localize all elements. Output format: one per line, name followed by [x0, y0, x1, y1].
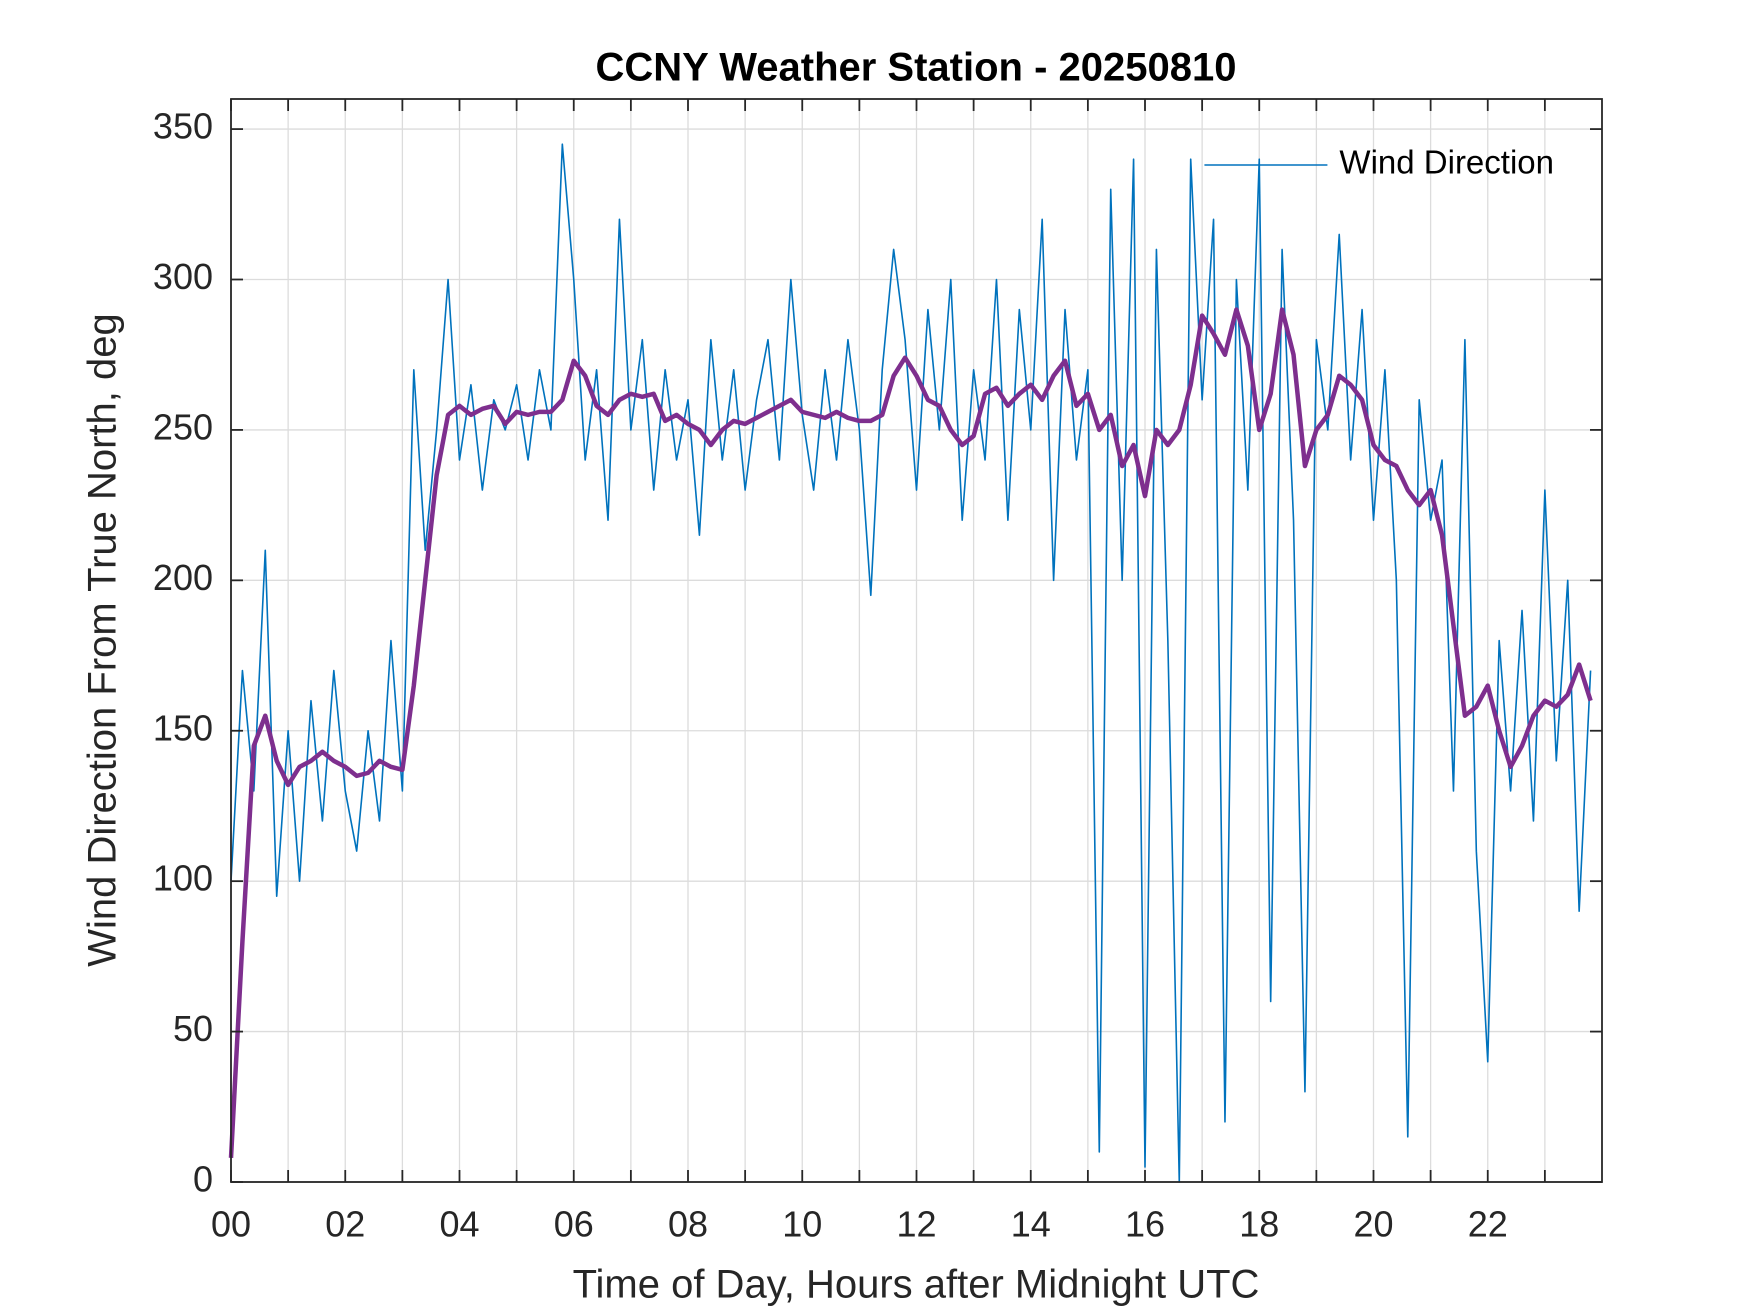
chart-title: CCNY Weather Station - 20250810 — [596, 46, 1237, 90]
x-tick-label: 14 — [1011, 1204, 1051, 1245]
y-tick-label: 0 — [193, 1159, 213, 1200]
x-tick-label: 02 — [325, 1204, 365, 1245]
y-axis-label: Wind Direction From True North, deg — [81, 313, 125, 967]
x-tick-label: 16 — [1125, 1204, 1165, 1245]
y-tick-label: 100 — [153, 858, 213, 899]
x-tick-label: 12 — [896, 1204, 936, 1245]
legend: Wind Direction — [1204, 144, 1554, 181]
y-tick-label: 200 — [153, 557, 213, 598]
x-tick-label: 20 — [1353, 1204, 1393, 1245]
y-tick-label: 250 — [153, 406, 213, 447]
data-line — [230, 143, 1592, 1183]
x-tick-label: 04 — [439, 1204, 479, 1245]
y-tick-label: 50 — [173, 1008, 213, 1049]
data-line — [228, 307, 1593, 1159]
y-tick-label: 300 — [153, 256, 213, 297]
x-axis-label: Time of Day, Hours after Midnight UTC — [573, 1263, 1260, 1307]
x-tick-label: 08 — [668, 1204, 708, 1245]
x-tick-label: 06 — [554, 1204, 594, 1245]
y-tick-label: 350 — [153, 106, 213, 147]
x-tick-label: 22 — [1468, 1204, 1508, 1245]
y-tick-label: 150 — [153, 707, 213, 748]
legend-label: Wind Direction — [1339, 144, 1554, 181]
x-tick-label: 10 — [782, 1204, 822, 1245]
x-tick-label: 00 — [211, 1204, 251, 1245]
x-tick-label: 18 — [1239, 1204, 1279, 1245]
